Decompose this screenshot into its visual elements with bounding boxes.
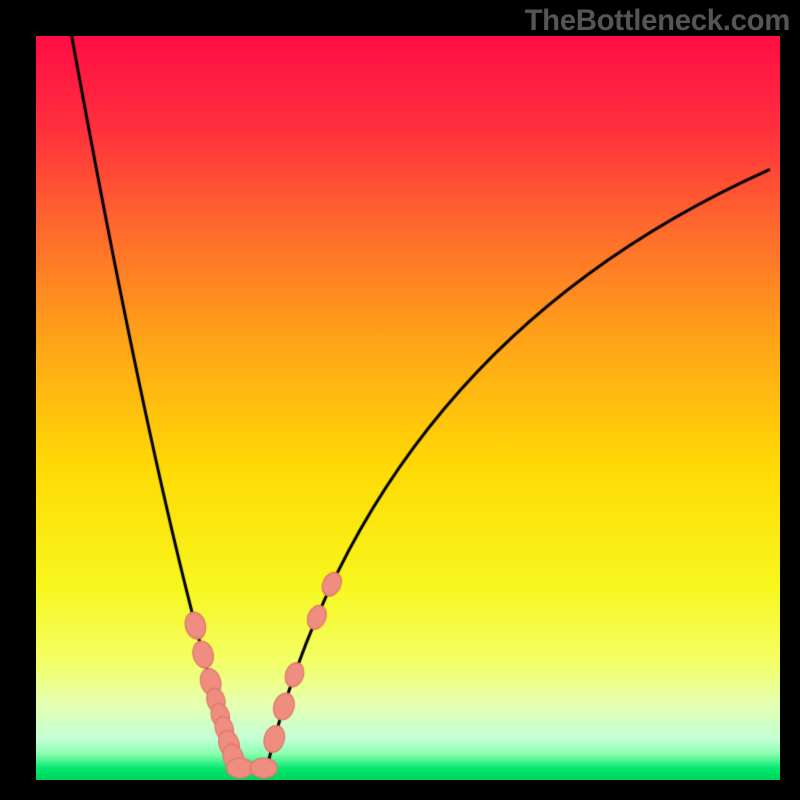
watermark-text: TheBottleneck.com xyxy=(525,4,790,38)
bottleneck-curve-canvas xyxy=(36,36,780,780)
plot-area xyxy=(36,36,780,780)
stage: TheBottleneck.com xyxy=(0,0,800,800)
